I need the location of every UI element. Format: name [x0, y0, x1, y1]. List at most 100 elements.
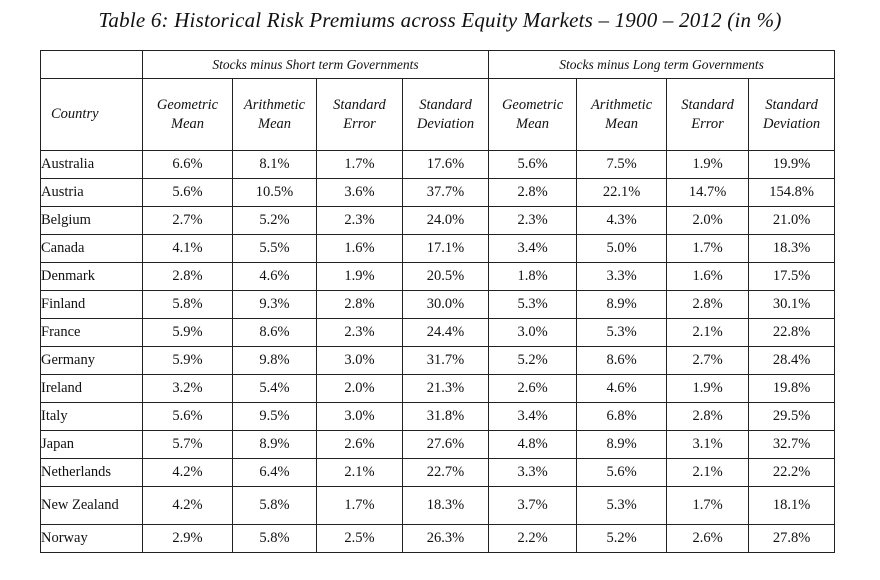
value-cell: 5.8% [232, 524, 317, 553]
value-cell: 19.9% [748, 150, 836, 179]
value-cell: 6.6% [142, 150, 233, 179]
value-cell: 21.0% [748, 206, 836, 235]
country-cell: Italy [40, 402, 143, 431]
table-row: Austria 5.6% 10.5% 3.6% 37.7% 2.8% 22.1%… [40, 178, 836, 207]
table-row: New Zealand 4.2% 5.8% 1.7% 18.3% 3.7% 5.… [40, 486, 836, 525]
value-cell: 1.6% [316, 234, 403, 263]
value-cell: 4.3% [576, 206, 668, 235]
column-header-geometric-mean: Geometric Mean [488, 78, 578, 151]
value-cell: 2.8% [666, 290, 750, 319]
value-cell: 32.7% [748, 430, 836, 459]
value-cell: 30.0% [401, 290, 490, 319]
value-cell: 2.5% [316, 524, 403, 553]
value-cell: 20.5% [401, 262, 490, 291]
column-header-standard-error: Standard Error [316, 78, 403, 151]
value-cell: 9.5% [232, 402, 317, 431]
value-cell: 28.4% [748, 346, 836, 375]
value-cell: 8.9% [232, 430, 317, 459]
value-cell: 8.6% [232, 318, 317, 347]
value-cell: 2.0% [666, 206, 750, 235]
column-header-standard-error: Standard Error [666, 78, 750, 151]
value-cell: 5.6% [576, 458, 668, 487]
country-cell: Germany [40, 346, 143, 375]
value-cell: 5.6% [488, 150, 578, 179]
value-cell: 1.9% [666, 150, 750, 179]
value-cell: 1.9% [666, 374, 750, 403]
value-cell: 5.2% [488, 346, 578, 375]
value-cell: 3.4% [488, 234, 578, 263]
value-cell: 9.3% [232, 290, 317, 319]
column-header-standard-deviation: Standard Deviation [401, 78, 490, 151]
value-cell: 2.6% [488, 374, 578, 403]
value-cell: 21.3% [401, 374, 490, 403]
value-cell: 5.3% [576, 318, 668, 347]
table-row: Netherlands 4.2% 6.4% 2.1% 22.7% 3.3% 5.… [40, 458, 836, 487]
country-cell: Belgium [40, 206, 143, 235]
column-header-geometric-mean: Geometric Mean [142, 78, 233, 151]
value-cell: 4.6% [232, 262, 317, 291]
value-cell: 5.3% [576, 486, 668, 525]
value-cell: 5.7% [142, 430, 233, 459]
value-cell: 2.3% [488, 206, 578, 235]
country-cell: France [40, 318, 143, 347]
value-cell: 8.6% [576, 346, 668, 375]
value-cell: 5.0% [576, 234, 668, 263]
country-cell: Denmark [40, 262, 143, 291]
value-cell: 4.6% [576, 374, 668, 403]
value-cell: 1.7% [666, 486, 750, 525]
value-cell: 3.0% [316, 346, 403, 375]
value-cell: 1.7% [666, 234, 750, 263]
value-cell: 2.1% [666, 318, 750, 347]
column-header-standard-deviation: Standard Deviation [748, 78, 836, 151]
value-cell: 154.8% [748, 178, 836, 207]
value-cell: 6.8% [576, 402, 668, 431]
value-cell: 4.1% [142, 234, 233, 263]
value-cell: 2.1% [316, 458, 403, 487]
value-cell: 26.3% [401, 524, 490, 553]
value-cell: 5.3% [488, 290, 578, 319]
value-cell: 27.6% [401, 430, 490, 459]
value-cell: 2.3% [316, 318, 403, 347]
value-cell: 10.5% [232, 178, 317, 207]
value-cell: 1.6% [666, 262, 750, 291]
value-cell: 4.2% [142, 486, 233, 525]
table-row: Belgium 2.7% 5.2% 2.3% 24.0% 2.3% 4.3% 2… [40, 206, 836, 235]
group-header-short-term: Stocks minus Short term Governments [141, 50, 490, 79]
value-cell: 5.8% [142, 290, 233, 319]
value-cell: 29.5% [748, 402, 836, 431]
value-cell: 14.7% [666, 178, 750, 207]
value-cell: 22.7% [401, 458, 490, 487]
value-cell: 30.1% [748, 290, 836, 319]
country-cell: Australia [40, 150, 143, 179]
country-cell: Norway [40, 524, 143, 553]
value-cell: 19.8% [748, 374, 836, 403]
value-cell: 3.1% [666, 430, 750, 459]
value-cell: 22.1% [576, 178, 668, 207]
value-cell: 18.1% [748, 486, 836, 525]
value-cell: 5.2% [576, 524, 668, 553]
value-cell: 2.8% [666, 402, 750, 431]
value-cell: 4.2% [142, 458, 233, 487]
value-cell: 2.7% [666, 346, 750, 375]
group-header-row: Stocks minus Short term Governments Stoc… [40, 50, 836, 79]
country-cell: Japan [40, 430, 143, 459]
value-cell: 5.6% [142, 178, 233, 207]
value-cell: 3.6% [316, 178, 403, 207]
column-header-row: Country Geometric Mean Arithmetic Mean S… [40, 78, 836, 151]
value-cell: 2.8% [142, 262, 233, 291]
country-cell: Austria [40, 178, 143, 207]
country-cell: Ireland [40, 374, 143, 403]
value-cell: 2.6% [666, 524, 750, 553]
country-cell: Canada [40, 234, 143, 263]
value-cell: 17.6% [401, 150, 490, 179]
value-cell: 37.7% [401, 178, 490, 207]
value-cell: 3.3% [576, 262, 668, 291]
column-header-country: Country [40, 78, 143, 151]
value-cell: 2.6% [316, 430, 403, 459]
value-cell: 8.9% [576, 430, 668, 459]
value-cell: 3.0% [316, 402, 403, 431]
column-header-arithmetic-mean: Arithmetic Mean [232, 78, 317, 151]
table-row: Ireland 3.2% 5.4% 2.0% 21.3% 2.6% 4.6% 1… [40, 374, 836, 403]
value-cell: 5.8% [232, 486, 317, 525]
table-row: Finland 5.8% 9.3% 2.8% 30.0% 5.3% 8.9% 2… [40, 290, 836, 319]
